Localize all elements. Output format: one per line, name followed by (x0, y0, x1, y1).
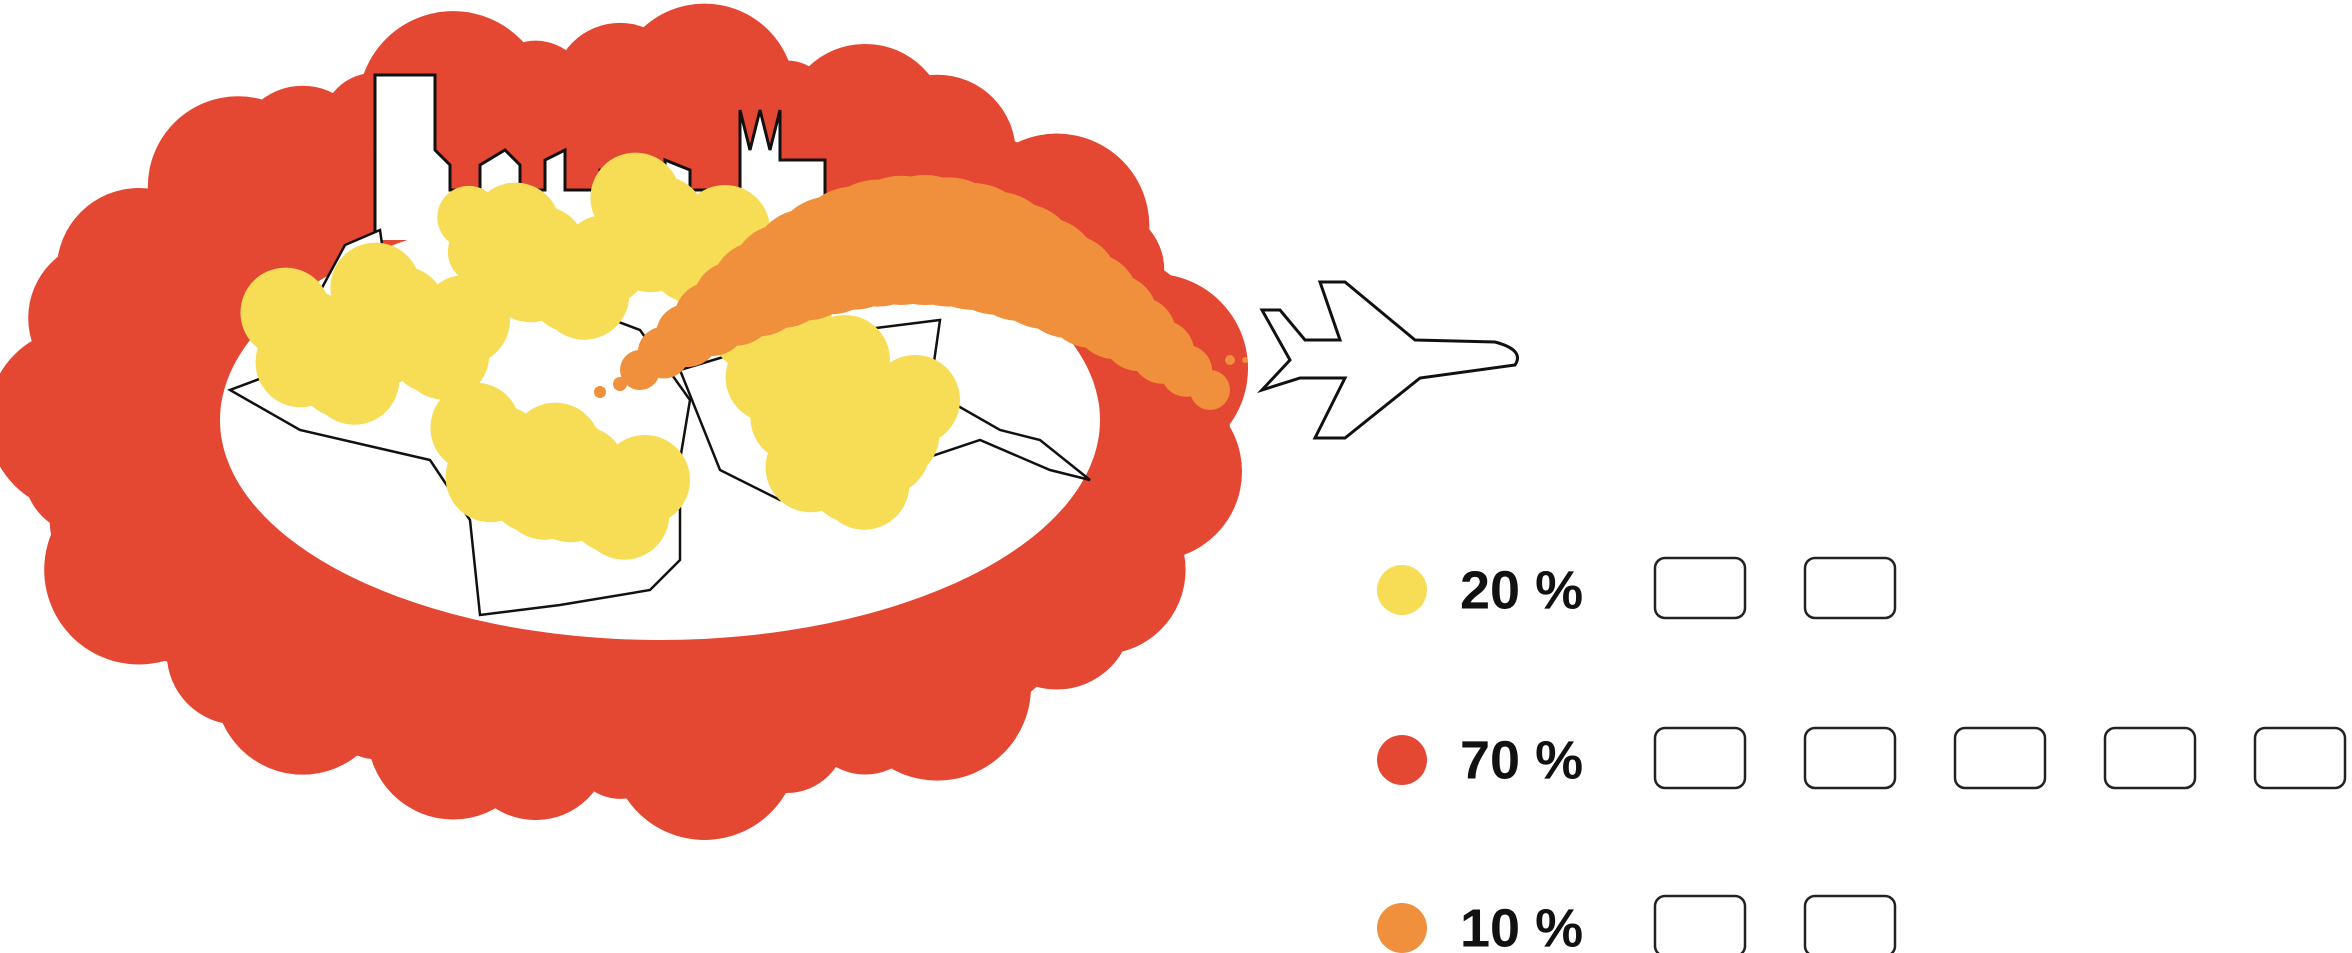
legend-dot (1377, 903, 1427, 953)
sector-icon (1953, 726, 2047, 790)
trail-dot (613, 377, 627, 391)
cloud-puff (807, 432, 898, 523)
airplane (1257, 280, 1519, 440)
sector-icon (1803, 556, 1897, 620)
trail-dot (1225, 355, 1235, 365)
trail-dot (1242, 357, 1248, 363)
cloud-puff (387, 302, 478, 393)
legend-label: 10 % (1460, 898, 1583, 953)
cloud-puff (527, 242, 618, 333)
cloud-puff (1190, 370, 1230, 410)
legend-dot (1377, 565, 1427, 615)
legend-dot (1377, 735, 1427, 785)
sector-icon (1653, 894, 1747, 953)
sector-icon (1803, 726, 1897, 790)
cloud-puff (610, 651, 799, 840)
sector-icon (1803, 894, 1897, 953)
legend-label: 20 % (1460, 560, 1583, 620)
cloud-puff (567, 462, 658, 553)
sector-icon (1653, 556, 1747, 620)
trail-dot (594, 386, 606, 398)
orange-trail (594, 175, 1248, 410)
sector-icon (2103, 726, 2197, 790)
legend-label: 70 % (1460, 730, 1583, 790)
cloud-puff (477, 228, 541, 292)
legend: 20 % 70 % 10 % (1377, 556, 2347, 953)
cloud-puff (614, 3, 795, 185)
yellow-clouds (240, 152, 960, 560)
sector-icon (2253, 726, 2347, 790)
sector-icon (1653, 726, 1747, 790)
